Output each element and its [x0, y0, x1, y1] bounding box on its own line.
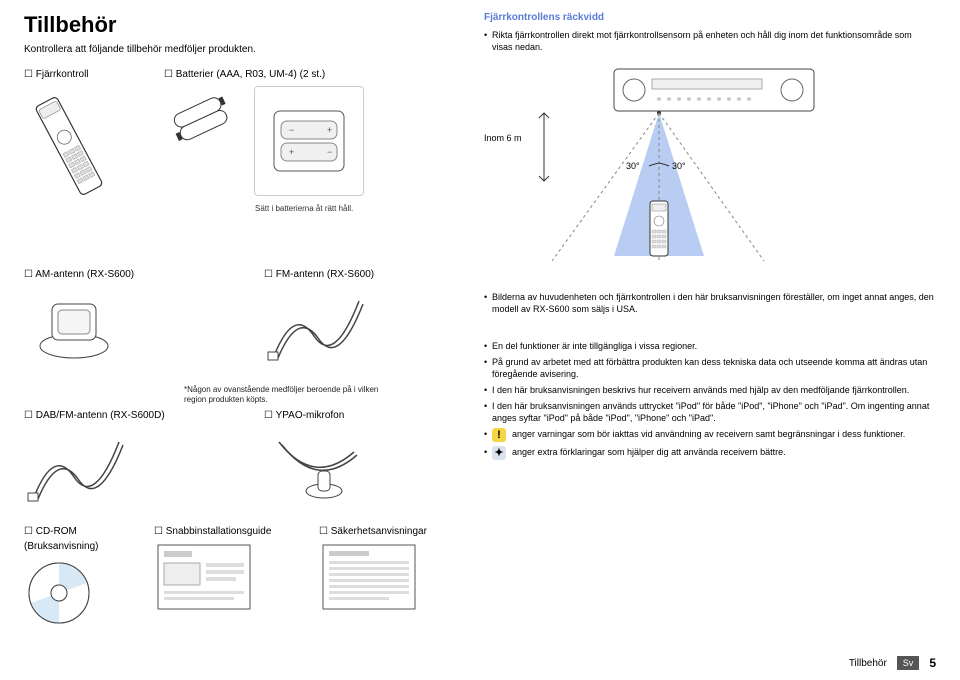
angle-left: 30°: [626, 161, 640, 171]
batteries-label: ☐ Batterier (AAA, R03, UM-4) (2 st.): [164, 69, 464, 80]
dabfm-label: ☐ DAB/FM-antenn (RX-S600D): [24, 410, 224, 421]
page-footer: Tillbehör Sv 5: [849, 656, 936, 670]
am-antenna-illustration: [24, 286, 124, 371]
asterisk-note: *Någon av ovanstående medföljer beroende…: [184, 385, 384, 406]
batteries-illustration: [164, 86, 244, 166]
remote-label: ☐ Fjärrkontroll: [24, 69, 144, 80]
battery-note: Sätt i batterierna åt rätt håll.: [255, 204, 353, 213]
left-column: Tillbehör Kontrollera att följande tillb…: [24, 12, 464, 631]
page-subtitle: Kontrollera att följande tillbehör medfö…: [24, 44, 464, 55]
fm-antenna-label: ☐ FM-antenn (RX-S600): [264, 269, 464, 280]
cdrom-label: ☐ CD-ROM: [24, 526, 134, 537]
safety-label: ☐ Säkerhetsanvisningar: [319, 526, 464, 537]
model-note: Bilderna av huvudenheten och fjärrkontro…: [484, 291, 934, 315]
info-bullet-2: I den här bruksanvisningen beskrivs hur …: [484, 384, 934, 396]
battery-compartment-illustration: − + + − Sätt i batterierna åt rätt håll.: [254, 86, 364, 196]
footer-lang: Sv: [897, 656, 920, 670]
svg-text:+: +: [327, 125, 332, 135]
dabfm-illustration: [24, 427, 124, 512]
range-body: Rikta fjärrkontrollen direkt mot fjärrko…: [484, 29, 934, 53]
footer-section: Tillbehör: [849, 658, 887, 669]
remote-illustration: [24, 86, 114, 206]
fm-antenna-illustration: [264, 286, 364, 371]
right-column: Fjärrkontrollens räckvidd Rikta fjärrkon…: [484, 12, 934, 631]
am-antenna-label: ☐ AM-antenn (RX-S600): [24, 269, 224, 280]
ypao-illustration: [264, 427, 364, 512]
cdrom-sub: (Bruksanvisning): [24, 541, 134, 552]
receiver-range-diagram: Inom 6 m: [484, 61, 844, 261]
svg-text:−: −: [327, 147, 332, 157]
inom-label: Inom 6 m: [484, 133, 522, 143]
angle-right: 30°: [672, 161, 686, 171]
info-bullet-3: I den här bruksanvisningen används uttry…: [484, 400, 934, 424]
info-icon: ✦: [492, 446, 506, 460]
quickguide-illustration: [154, 541, 254, 613]
range-title: Fjärrkontrollens räckvidd: [484, 12, 934, 23]
cdrom-illustration: [24, 558, 94, 628]
page-title: Tillbehör: [24, 12, 464, 38]
footer-page-number: 5: [929, 656, 936, 670]
warning-icon: !: [492, 428, 506, 442]
safety-illustration: [319, 541, 419, 613]
svg-text:+: +: [289, 147, 294, 157]
info-text: anger extra förklaringar som hjälper dig…: [512, 446, 786, 458]
svg-text:−: −: [289, 125, 294, 135]
warning-text: anger varningar som bör iakttas vid anvä…: [512, 428, 905, 440]
info-bullet-1: På grund av arbetet med att förbättra pr…: [484, 356, 934, 380]
info-bullet-0: En del funktioner är inte tillgängliga i…: [484, 340, 934, 352]
quickguide-label: ☐ Snabbinstallationsguide: [154, 526, 299, 537]
ypao-label: ☐ YPAO-mikrofon: [264, 410, 464, 421]
